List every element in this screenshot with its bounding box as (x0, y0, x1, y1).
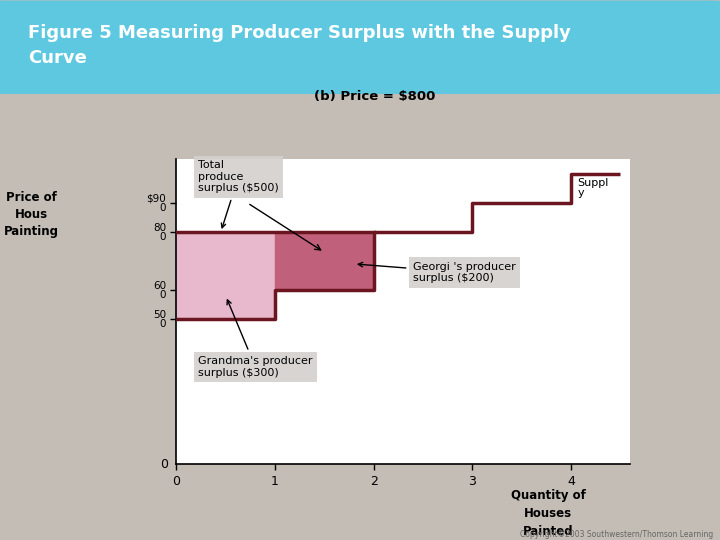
Text: Suppl
y: Suppl y (577, 178, 609, 198)
Bar (275, 232, 374, 290)
Text: Grandma's producer
surplus ($300): Grandma's producer surplus ($300) (198, 300, 312, 378)
Text: Quantity of: Quantity of (511, 489, 586, 503)
FancyBboxPatch shape (0, 1, 720, 93)
Text: Price of
Hous
Painting: Price of Hous Painting (4, 191, 59, 238)
Text: Total
produce
surplus ($500): Total produce surplus ($500) (198, 160, 279, 228)
Text: (b) Price = $800: (b) Price = $800 (314, 90, 435, 103)
Text: Figure 5 Measuring Producer Surplus with the Supply
Curve: Figure 5 Measuring Producer Surplus with… (28, 24, 571, 67)
Text: Georgi 's producer
surplus ($200): Georgi 's producer surplus ($200) (359, 262, 516, 284)
Text: Painted: Painted (523, 525, 574, 538)
Bar (176, 232, 275, 319)
Text: 0: 0 (161, 458, 168, 471)
Text: Copyright©2003 Southwestern/Thomson Learning: Copyright©2003 Southwestern/Thomson Lear… (520, 530, 713, 539)
Bar (275, 232, 374, 290)
Text: Houses: Houses (524, 507, 572, 521)
